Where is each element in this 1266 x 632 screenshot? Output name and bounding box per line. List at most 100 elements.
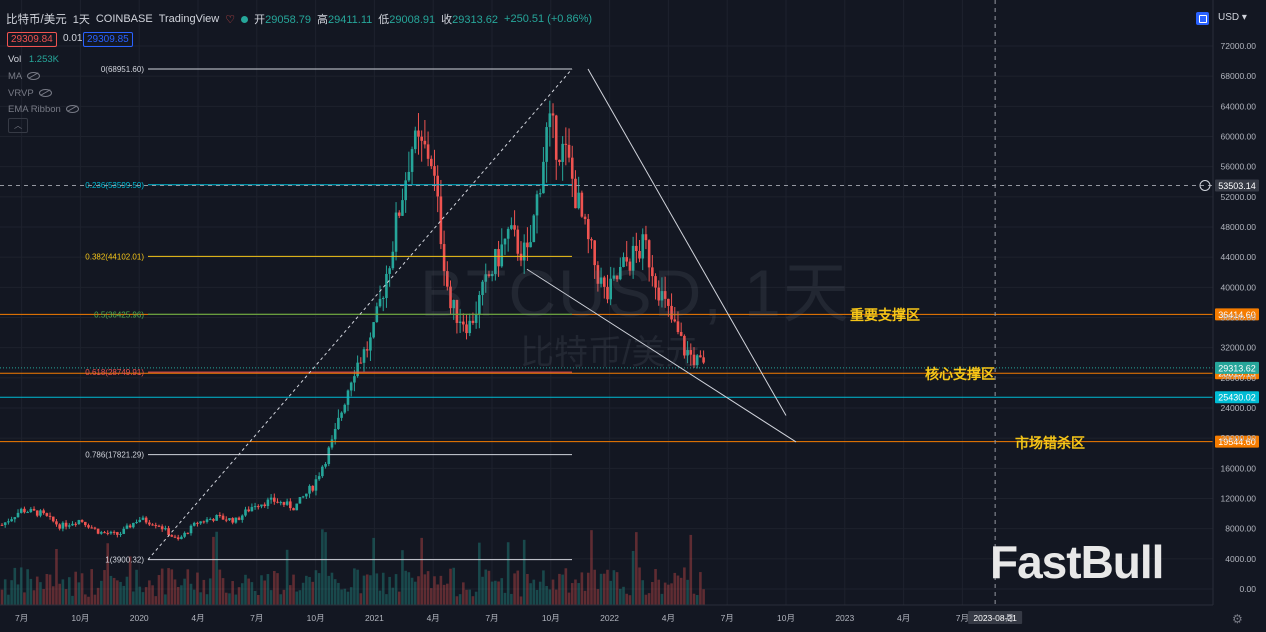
volume-bar — [548, 589, 552, 605]
volume-bar — [625, 593, 629, 605]
candle-body — [80, 520, 84, 522]
volume-bar — [385, 594, 388, 605]
gear-icon[interactable]: ⚙ — [1232, 612, 1243, 626]
volume-bar — [324, 532, 327, 605]
time-axis[interactable]: 7月 10月 2020 4月 7月 10月 2021 4月 7月 10月 2022 4月 7月 10月 20… — [0, 604, 1213, 624]
candle-body — [583, 216, 587, 220]
ema-ribbon-indicator[interactable]: EMA Ribbon — [8, 104, 79, 115]
time-tick-label: 2021 — [365, 613, 384, 623]
symbol-name[interactable]: 比特币/美元 — [6, 14, 67, 26]
crosshair-date-label: 2023-08-21 — [973, 613, 1017, 623]
volume-bar — [90, 569, 94, 605]
candle-body — [240, 515, 244, 520]
candle-body — [298, 497, 302, 504]
volume-bar — [266, 574, 270, 605]
volume-bar — [606, 569, 609, 605]
grid-lines — [0, 0, 1213, 605]
volume-bar — [231, 581, 234, 605]
sell-price-button[interactable]: 29309.84 — [7, 32, 57, 47]
candle-body — [394, 212, 398, 252]
symbol-watermark: BTCUSD, 1天 — [420, 256, 851, 330]
volume-bar — [564, 568, 568, 605]
candle-body — [106, 532, 110, 534]
vrvp-indicator[interactable]: VRVP — [8, 88, 52, 99]
volume-bar — [446, 583, 449, 605]
heart-icon[interactable]: ♡ — [225, 13, 236, 26]
volume-bar — [23, 592, 26, 605]
volume-bar — [596, 589, 600, 605]
high-label: 高 — [317, 14, 328, 26]
high-value: 29411.11 — [328, 14, 373, 26]
eye-hidden-icon[interactable] — [27, 72, 41, 81]
time-tick-label: 7月 — [956, 613, 969, 623]
candle-body — [663, 291, 667, 299]
volume-bar — [442, 584, 446, 605]
volume-bars — [0, 529, 705, 605]
screenshot-icon[interactable] — [1196, 12, 1209, 25]
volume-bar — [506, 542, 510, 605]
time-tick-label: 4月 — [191, 613, 204, 623]
candle-body — [558, 159, 561, 163]
candle-body — [42, 510, 45, 514]
interval-label[interactable]: 1天 — [72, 14, 90, 26]
buy-price-button[interactable]: 29309.85 — [83, 32, 133, 47]
candle-body — [548, 113, 552, 128]
price-axis[interactable]: 72000.00 68000.00 64000.00 60000.00 56000.00… — [1212, 0, 1257, 605]
candle-body — [667, 298, 670, 306]
volume-bar — [689, 534, 693, 605]
vol-label: Vol — [8, 54, 22, 65]
candle-body — [125, 525, 129, 529]
volume-bar — [285, 549, 289, 605]
candle-body — [224, 519, 228, 521]
collapse-legend-button[interactable]: ︿ — [8, 118, 28, 133]
candle-body — [574, 178, 577, 209]
ma-indicator[interactable]: MA — [8, 71, 41, 82]
volume-bar — [301, 582, 305, 605]
volume-bar — [676, 575, 680, 605]
volume-bar — [228, 593, 231, 605]
candle-body — [189, 525, 193, 534]
volume-bar — [327, 575, 331, 605]
volume-bar — [10, 580, 13, 605]
currency-label: USD — [1218, 12, 1240, 23]
volume-bar — [651, 582, 654, 605]
candle-body — [442, 244, 446, 272]
candle-body — [654, 276, 657, 288]
candle-body — [532, 215, 536, 243]
close-value: 29313.62 — [452, 14, 499, 26]
candle-body — [385, 273, 388, 299]
candle-body — [282, 502, 286, 505]
candle-body — [641, 234, 645, 259]
volume-bar — [103, 570, 106, 605]
volume-bar — [593, 569, 596, 605]
volume-bar — [311, 581, 315, 605]
volume-bar — [240, 583, 244, 605]
volume-bar — [410, 577, 414, 605]
volume-bar — [45, 574, 49, 605]
volume-bar — [468, 589, 472, 605]
price-tick-label: 0.00 — [1239, 584, 1256, 594]
eye-hidden-icon[interactable] — [38, 89, 52, 98]
volume-bar — [702, 589, 705, 605]
volume-indicator[interactable]: Vol 1.253K — [8, 54, 59, 65]
volume-bar — [135, 569, 138, 605]
time-tick-label: 2022 — [600, 613, 619, 623]
volume-bar — [695, 595, 699, 605]
volume-bar — [510, 593, 513, 605]
price-tick-label: 72000.00 — [1221, 41, 1257, 51]
volume-bar — [253, 590, 257, 605]
low-value: 29008.91 — [389, 14, 436, 26]
candle-body — [657, 287, 661, 301]
candle-body — [689, 350, 693, 355]
candle-body — [144, 517, 148, 523]
candle-body — [612, 275, 616, 279]
eye-hidden-icon[interactable] — [65, 105, 79, 114]
candle-body — [3, 522, 7, 525]
volume-bar — [42, 589, 45, 605]
volume-bar — [420, 537, 423, 605]
candle-body — [702, 357, 705, 363]
volume-bar — [423, 574, 427, 605]
currency-selector[interactable]: USD ▾ — [1218, 12, 1247, 23]
volume-bar — [0, 589, 4, 605]
